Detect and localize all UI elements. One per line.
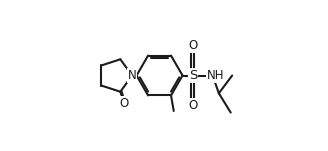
Text: O: O <box>188 99 197 112</box>
Text: NH: NH <box>207 69 224 82</box>
Text: N: N <box>128 69 136 82</box>
Text: O: O <box>120 97 129 110</box>
Text: S: S <box>189 69 197 82</box>
Text: O: O <box>188 39 197 52</box>
